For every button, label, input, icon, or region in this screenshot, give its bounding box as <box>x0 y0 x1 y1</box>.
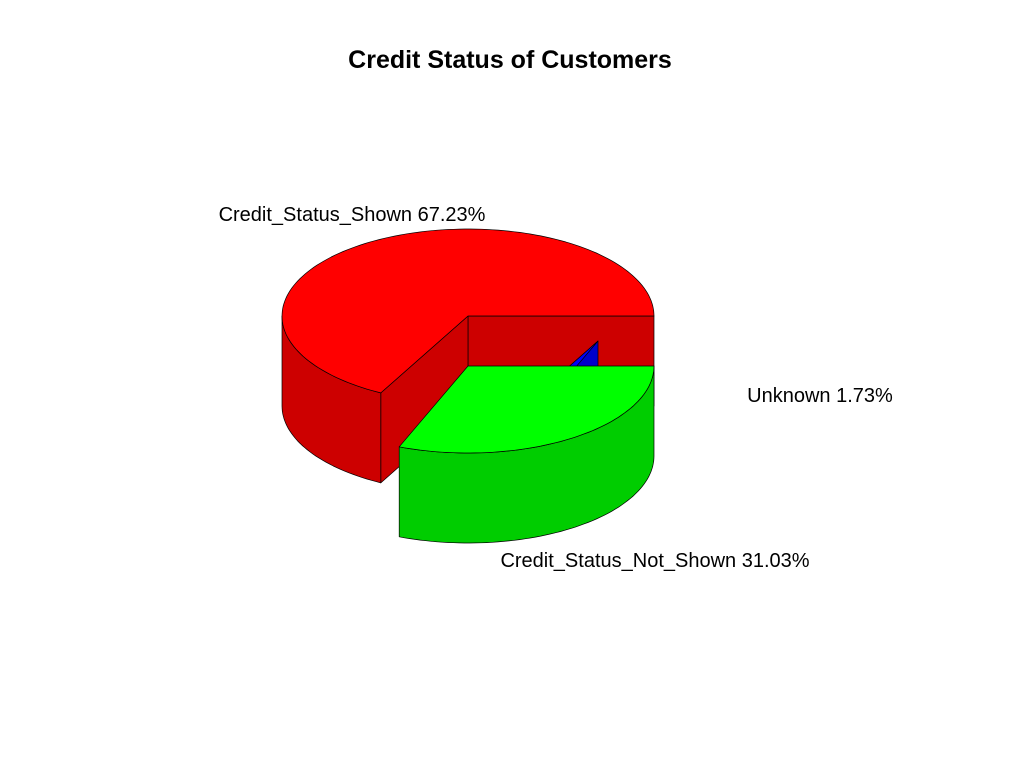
pie-labels: Credit_Status_Shown 67.23% Unknown 1.73% C… <box>219 204 893 572</box>
slice-credit-status-not-shown-top <box>398 365 655 454</box>
slice-credit-status-not-shown <box>398 365 655 544</box>
slice-label-credit-status-shown: Credit_Status_Shown 67.23% <box>219 204 486 226</box>
slice-label-credit-status-not-shown: Credit_Status_Not_Shown 31.03% <box>500 550 809 572</box>
slice-credit-status-shown-top <box>281 228 655 394</box>
pie-slices <box>281 228 655 544</box>
chart-title: Credit Status of Customers <box>348 46 672 74</box>
slice-label-unknown: Unknown 1.73% <box>747 385 893 407</box>
